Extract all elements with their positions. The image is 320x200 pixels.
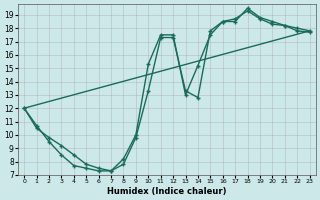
X-axis label: Humidex (Indice chaleur): Humidex (Indice chaleur)	[107, 187, 227, 196]
